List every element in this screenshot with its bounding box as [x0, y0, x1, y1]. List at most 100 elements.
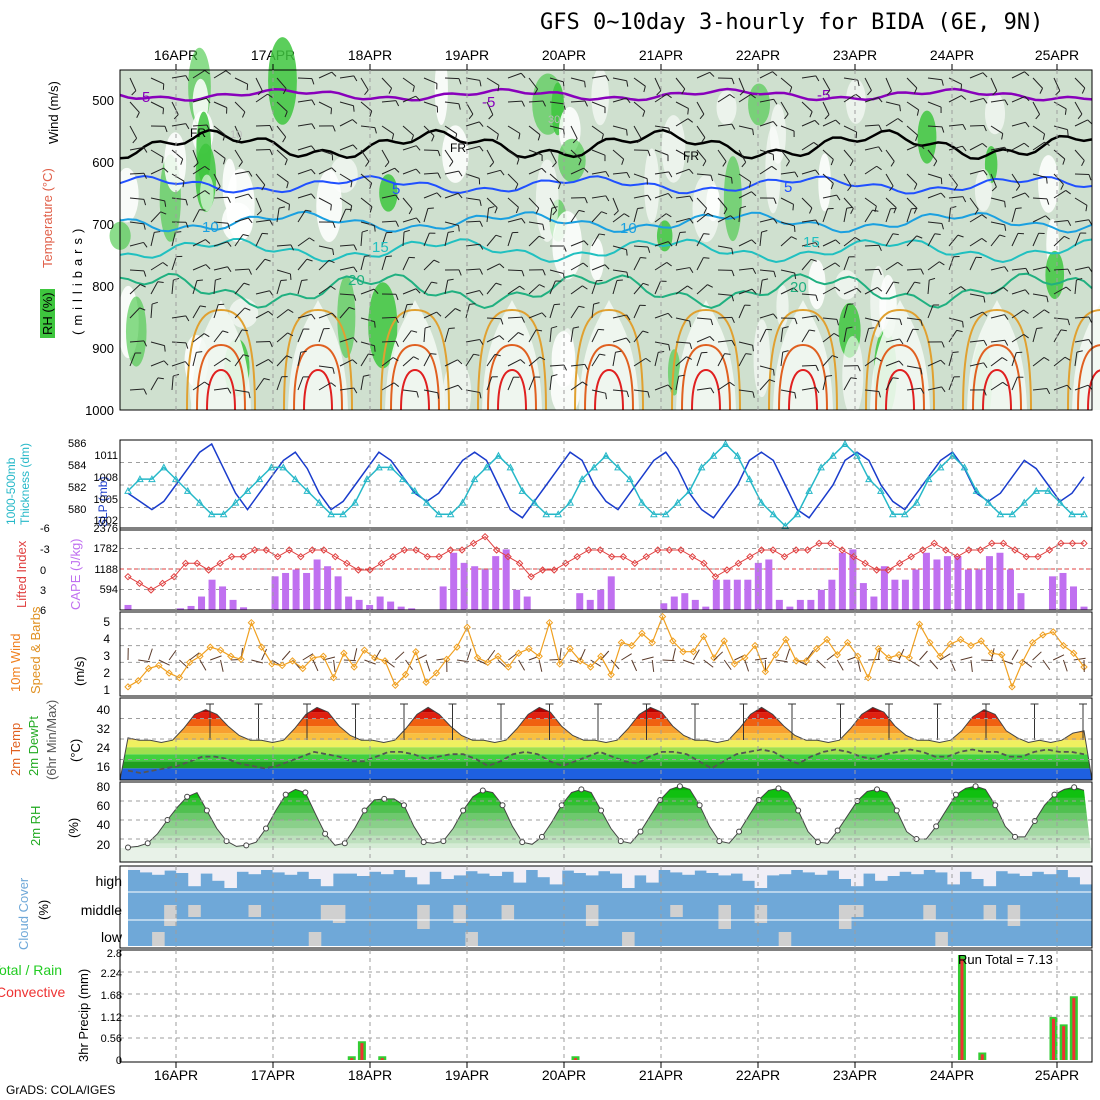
warm-contour: [1077, 344, 1100, 411]
wind-barb-flag: [730, 215, 736, 221]
wind-barb: [276, 173, 289, 183]
wind-barb: [276, 355, 287, 367]
cloud-gap-high: [730, 866, 744, 874]
wind-barb: [885, 101, 900, 106]
wind-barb: [570, 125, 578, 139]
wind-barb-flag: [731, 123, 736, 130]
wind10-barb: [384, 659, 395, 668]
date-labels-bottom: 16APR 17APR 18APR 19APR 20APR 21APR 22AP…: [154, 1067, 1079, 1083]
wind-barb: [318, 328, 325, 343]
wind-barb: [843, 197, 854, 209]
wind-barb-flag: [647, 391, 650, 398]
wind-barb-flag: [353, 387, 358, 394]
page-title: GFS 0~10day 3-hourly for BIDA (6E, 9N): [540, 10, 1044, 35]
wind-barb: [654, 280, 662, 295]
rh-marker: [992, 802, 999, 809]
wind-barb: [843, 149, 854, 161]
wind-barb: [423, 353, 431, 367]
wind-barb: [969, 169, 984, 175]
wind-barb-flag: [488, 114, 494, 120]
wind-barb: [486, 169, 501, 175]
wind-barb-flag: [668, 127, 671, 135]
wind-barb-flag: [521, 316, 525, 323]
rh-marker: [676, 783, 683, 790]
wind-barb-flag: [826, 374, 833, 377]
cloud-gap-high: [248, 866, 262, 875]
cape-bar: [870, 596, 878, 610]
thickness-tick-label: 584: [68, 460, 86, 472]
precip-convective-bar: [980, 1054, 984, 1060]
wind-barb: [885, 149, 895, 162]
wind-barb: [612, 389, 627, 392]
cape-bar: [1017, 593, 1025, 610]
rh-band: [120, 842, 1092, 851]
wind10-barb: [189, 652, 200, 661]
wind-barb: [906, 173, 918, 185]
wind-barb: [948, 95, 962, 103]
cloud-gap-mid: [164, 905, 177, 926]
cloud-gap-high: [802, 866, 816, 873]
wind-barb: [360, 353, 369, 367]
wind-barb-flag: [707, 212, 714, 217]
wind-barb: [1074, 149, 1085, 161]
wind-barb: [381, 256, 387, 271]
wind-barb: [192, 97, 207, 103]
wind-barb-flag: [983, 98, 988, 104]
panel-frame: [119, 527, 1093, 611]
wind-barb: [192, 305, 201, 319]
cloud-gap-high: [899, 866, 912, 872]
wind-barb: [759, 329, 767, 343]
wind-barb-flag: [479, 220, 483, 227]
wind-barb-flag: [1088, 219, 1093, 226]
wind-barb: [864, 197, 877, 207]
wind-barb-flag: [647, 246, 651, 253]
wind-barb: [738, 208, 741, 223]
warm-contour: [196, 343, 246, 411]
wind-barb: [465, 338, 480, 343]
cloud-gap-mid: [983, 905, 997, 920]
wind-barb-flag: [687, 118, 694, 123]
wind-barb: [402, 330, 412, 343]
wind10-tick-label: 3: [103, 649, 110, 663]
temperature-contour: [119, 174, 1093, 195]
wind-barb: [1011, 71, 1025, 79]
rh-marker: [736, 828, 743, 835]
wind-barb: [801, 219, 816, 223]
wind-barb-flag: [1081, 87, 1086, 94]
wind-barb-flag: [427, 207, 434, 210]
slp-tick-label: 1005: [94, 494, 118, 506]
wind-barb-flag: [551, 374, 558, 377]
cape-bar: [124, 604, 132, 610]
wind-barb-flag: [310, 145, 316, 151]
slp-tick-label: 1008: [94, 472, 118, 484]
wind-barb-flag: [642, 330, 649, 334]
wind10-barb: [641, 656, 654, 661]
wind-barb-flag: [458, 170, 463, 177]
cloud-gap-high: [1031, 866, 1045, 872]
wind-barb-flag: [920, 368, 923, 375]
rh2m-tick-label: 60: [97, 799, 111, 813]
wind-barb-flag: [182, 181, 185, 188]
wind-barb-flag: [878, 124, 882, 131]
date-label-bottom: 18APR: [348, 1067, 392, 1083]
rh2m-tick-label: 20: [97, 838, 111, 852]
wind-barb: [759, 165, 772, 175]
rh-band: [120, 804, 1092, 813]
rh-marker: [755, 796, 762, 803]
wind-barb: [423, 125, 435, 137]
thickness-marker: [1020, 498, 1029, 506]
contour-label-minus5: -5: [482, 94, 495, 111]
cape-bar: [513, 589, 521, 610]
wind-barb: [885, 281, 894, 295]
wind-barb-flag: [223, 158, 226, 165]
warm-contour: [885, 368, 915, 411]
rh-blob: [558, 138, 586, 183]
wind-barb: [318, 245, 333, 250]
wind-barb: [171, 197, 186, 201]
wind-barb-flag: [243, 354, 250, 357]
wind-barb-flag: [605, 195, 610, 202]
wind-barb: [150, 304, 153, 319]
wind-barb-flag: [199, 305, 207, 308]
date-label-top: 18APR: [348, 47, 392, 63]
wind-barb: [654, 125, 669, 129]
